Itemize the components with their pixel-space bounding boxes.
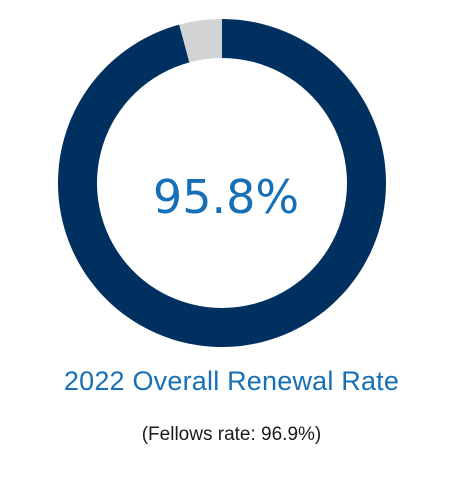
- center-value-label: 95.8%: [153, 170, 299, 224]
- chart-title: 2022 Overall Renewal Rate: [63, 366, 400, 396]
- donut-chart: 95.8%: [57, 19, 386, 347]
- chart-subtitle: (Fellows rate: 96.9%): [141, 424, 322, 445]
- slice-not-renewed: [179, 19, 222, 63]
- donut-slices: [57, 19, 386, 347]
